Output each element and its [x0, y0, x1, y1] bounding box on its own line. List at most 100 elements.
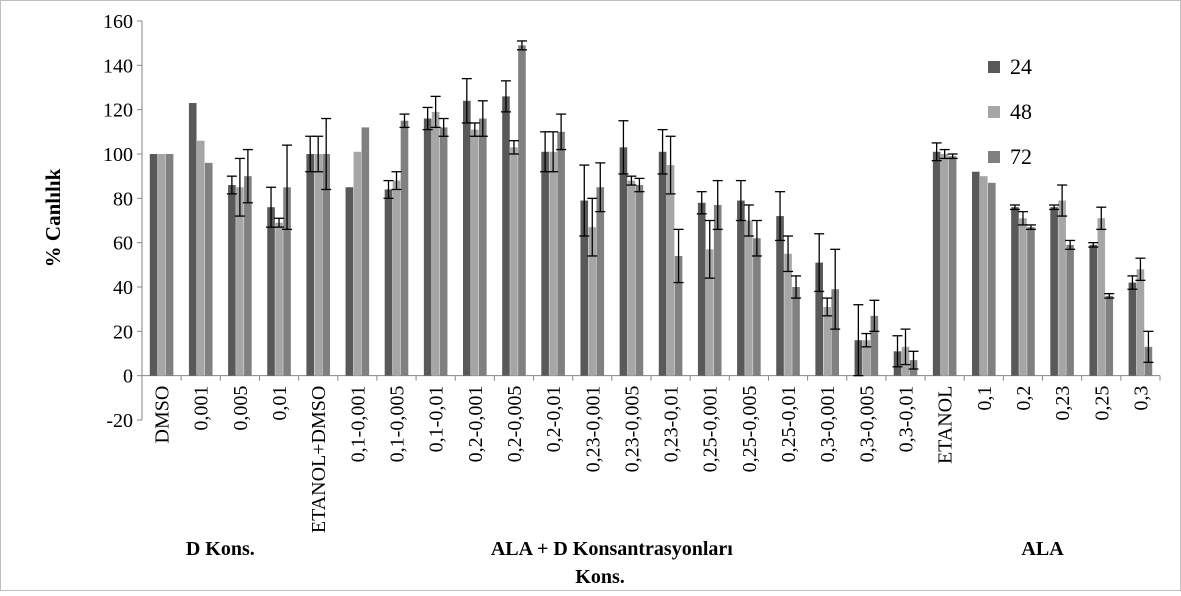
bar	[188, 103, 197, 376]
bar	[1027, 227, 1035, 376]
bar	[1019, 218, 1027, 376]
bar	[713, 204, 722, 376]
category-labels: DMSO 0,001 0,005 0,01 ETANOL+DMSO 0,1-0,001 0,…	[152, 386, 1153, 533]
bar	[1089, 244, 1098, 376]
bar	[196, 140, 205, 376]
legend-swatch	[988, 61, 1000, 73]
category-label: 0,01	[269, 386, 291, 421]
category-label: 0,25	[1091, 386, 1113, 421]
bar	[980, 176, 988, 376]
category-label: 0,001	[191, 386, 213, 431]
bar	[1136, 269, 1145, 376]
legend-label: 48	[1010, 99, 1032, 124]
y-axis-label: % Canlılık	[41, 168, 65, 267]
group-label: D Kons.	[186, 538, 255, 560]
bar	[149, 154, 158, 376]
legend-label: 72	[1010, 144, 1032, 169]
bar	[541, 151, 549, 376]
y-tick-label: 140	[103, 55, 133, 77]
bar	[697, 202, 706, 376]
category-label: 0,23-0,01	[661, 386, 683, 463]
bars	[149, 45, 1153, 376]
bar	[705, 249, 714, 376]
category-label: 0,3-0,01	[896, 386, 918, 453]
bar	[557, 131, 565, 376]
bar	[737, 200, 745, 376]
category-label: ETANOL	[935, 386, 957, 464]
bar	[988, 182, 996, 376]
category-label: 0,2-0,001	[465, 386, 487, 463]
error-bars	[226, 40, 1154, 377]
category-label: 0,25-0,001	[700, 386, 722, 473]
group-label: ALA + D Konsantrasyonları	[491, 538, 733, 560]
bar	[228, 185, 236, 376]
y-tick-label: 100	[103, 144, 133, 166]
bar	[596, 187, 605, 376]
bar	[619, 147, 628, 376]
bar	[1058, 200, 1066, 376]
bar	[384, 189, 393, 376]
bar	[745, 220, 753, 376]
y-tick-label: 160	[103, 11, 133, 33]
bar	[353, 151, 362, 376]
category-label: DMSO	[152, 386, 174, 444]
bar	[244, 176, 252, 376]
category-label: 0,23-0,001	[582, 386, 604, 473]
bar	[518, 45, 526, 376]
bar	[658, 151, 667, 376]
y-axis-title: % Canlılık	[41, 168, 65, 267]
bar	[322, 154, 330, 376]
y-tick-label: 20	[113, 321, 133, 343]
bar	[463, 100, 471, 376]
y-tick-label: 40	[113, 277, 133, 299]
category-label: 0,3-0,005	[856, 386, 878, 463]
bar	[753, 238, 761, 376]
group-labels: D Kons. ALA + D Konsantrasyonları ALA	[186, 538, 1064, 560]
bar	[1011, 207, 1019, 376]
bar	[204, 162, 213, 376]
bar	[972, 171, 980, 376]
category-label: 0,23-0,005	[621, 386, 643, 473]
group-label: ALA	[1021, 538, 1064, 560]
x-axis-label: Kons.	[575, 566, 624, 588]
bar	[275, 222, 283, 376]
bar	[635, 185, 644, 376]
legend-swatch	[988, 106, 1000, 118]
bar	[870, 315, 879, 376]
bar	[1128, 282, 1137, 376]
category-label: 0,3	[1130, 386, 1152, 411]
category-label: ETANOL+DMSO	[308, 386, 330, 533]
category-label: 0,2-0,01	[543, 386, 565, 453]
bar	[815, 262, 823, 376]
category-label: 0,2	[1013, 386, 1035, 411]
bar	[361, 127, 370, 376]
bar	[1105, 295, 1114, 376]
category-label: 0,25-0,005	[739, 386, 761, 473]
bar	[423, 118, 432, 376]
category-label: 0,1	[974, 386, 996, 411]
legend-swatch	[988, 151, 1000, 163]
category-label: 0,23	[1052, 386, 1074, 421]
bar	[479, 118, 487, 376]
bar	[510, 147, 518, 376]
bar	[1066, 244, 1074, 376]
bar	[345, 187, 354, 376]
bar	[932, 151, 941, 376]
category-label: 0,1-0,005	[387, 386, 409, 463]
category-label: 0,1-0,01	[426, 386, 448, 453]
bar	[831, 289, 839, 376]
bar	[948, 156, 957, 376]
bar	[862, 340, 871, 376]
bar	[674, 255, 683, 376]
bar	[431, 111, 440, 376]
bar	[400, 120, 409, 376]
bar	[666, 165, 675, 376]
legend-label: 24	[1010, 54, 1032, 79]
bar	[1097, 218, 1106, 376]
y-tick-label: 120	[103, 100, 133, 122]
y-tick-label: -20	[106, 410, 133, 432]
category-label: 0,25-0,01	[778, 386, 800, 463]
category-label: 0,005	[230, 386, 252, 431]
category-label: 0,1-0,001	[347, 386, 369, 463]
